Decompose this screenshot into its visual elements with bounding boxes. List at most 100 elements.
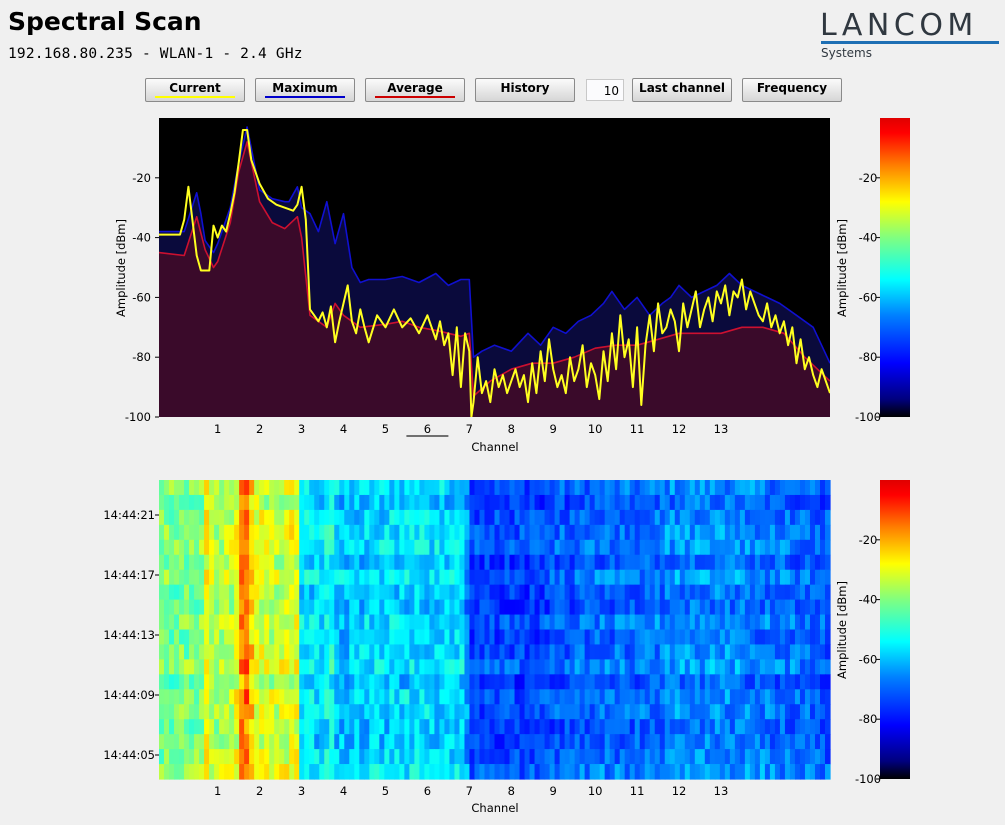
- heatmap-cell: [459, 539, 466, 556]
- heatmap-cell: [399, 629, 405, 646]
- average-underline: [375, 96, 455, 98]
- heatmap-cell: [764, 749, 771, 765]
- heatmap-cell: [209, 539, 215, 556]
- heatmap-cell: [484, 614, 491, 631]
- heatmap-cell: [614, 584, 621, 601]
- heatmap-cell: [619, 524, 626, 541]
- heatmap-cell: [554, 524, 561, 541]
- heatmap-cell: [429, 539, 436, 556]
- heatmap-cell: [574, 719, 581, 735]
- heatmap-cell: [824, 539, 831, 556]
- heatmap-cell: [554, 494, 561, 511]
- y-tick-label: -100: [125, 410, 151, 424]
- heatmap-cell: [789, 719, 796, 735]
- heatmap-cell: [669, 539, 676, 556]
- heatmap-cell: [769, 644, 776, 660]
- heatmap-cell: [214, 764, 220, 780]
- heatmap-cell: [194, 749, 200, 765]
- heatmap-cell: [289, 524, 295, 541]
- heatmap-cell: [734, 569, 741, 586]
- heatmap-cell: [814, 599, 821, 616]
- heatmap-cell: [629, 749, 636, 765]
- heatmap-cell: [479, 689, 486, 705]
- heatmap-cell: [589, 719, 596, 735]
- heatmap-cell: [169, 569, 175, 586]
- heatmap-cell: [484, 629, 491, 646]
- heatmap-cell: [299, 554, 305, 571]
- heatmap-cell: [499, 599, 506, 616]
- heatmap-cell: [564, 509, 571, 526]
- heatmap-cell: [344, 689, 350, 705]
- heatmap-cell: [654, 584, 661, 601]
- heatmap-cell: [439, 764, 446, 780]
- heatmap-cell: [719, 734, 726, 750]
- heatmap-cell: [204, 674, 210, 690]
- heatmap-cell: [314, 704, 320, 720]
- current-button[interactable]: Current: [145, 78, 245, 102]
- heatmap-cell: [414, 554, 420, 571]
- x-tick-label: 9: [550, 784, 557, 798]
- heatmap-cell: [779, 674, 786, 690]
- history-count-input[interactable]: 10: [586, 79, 624, 101]
- heatmap-cell: [509, 569, 516, 586]
- heatmap-cell: [554, 480, 561, 496]
- heatmap-cell: [764, 584, 771, 601]
- heatmap-cell: [494, 599, 501, 616]
- heatmap-cell: [524, 719, 531, 735]
- heatmap-cell: [704, 539, 711, 556]
- heatmap-cell: [594, 734, 601, 750]
- heatmap-cell: [339, 524, 345, 541]
- heatmap-cell: [494, 480, 501, 496]
- heatmap-cell: [404, 509, 410, 526]
- heatmap-cell: [659, 629, 666, 646]
- heatmap-cell: [284, 719, 290, 735]
- average-button[interactable]: Average: [365, 78, 465, 102]
- heatmap-cell: [229, 749, 235, 765]
- last-channel-button[interactable]: Last channel: [632, 78, 732, 102]
- heatmap-cell: [239, 644, 245, 660]
- heatmap-cell: [199, 749, 205, 765]
- heatmap-cell: [329, 509, 335, 526]
- history-button[interactable]: History: [475, 78, 575, 102]
- heatmap-cell: [269, 554, 275, 571]
- heatmap-cell: [189, 569, 195, 586]
- heatmap-cell: [724, 494, 731, 511]
- heatmap-cell: [449, 629, 456, 646]
- heatmap-cell: [394, 480, 400, 496]
- heatmap-cell: [709, 644, 716, 660]
- heatmap-cell: [479, 719, 486, 735]
- heatmap-cell: [644, 584, 651, 601]
- heatmap-cell: [689, 644, 696, 660]
- heatmap-cell: [304, 554, 310, 571]
- heatmap-cell: [539, 764, 546, 780]
- heatmap-cell: [309, 764, 315, 780]
- heatmap-cell: [674, 509, 681, 526]
- heatmap-cell: [574, 494, 581, 511]
- heatmap-cell: [809, 764, 816, 780]
- heatmap-cell: [744, 704, 751, 720]
- heatmap-cell: [784, 764, 791, 780]
- heatmap-cell: [444, 644, 451, 660]
- heatmap-cell: [334, 704, 340, 720]
- heatmap-cell: [604, 614, 611, 631]
- heatmap-cell: [244, 494, 250, 511]
- heatmap-cell: [309, 674, 315, 690]
- heatmap-cell: [774, 524, 781, 541]
- heatmap-cell: [179, 734, 185, 750]
- heatmap-cell: [814, 644, 821, 660]
- heatmap-cell: [169, 599, 175, 616]
- heatmap-cell: [719, 554, 726, 571]
- maximum-button[interactable]: Maximum: [255, 78, 355, 102]
- heatmap-cell: [264, 704, 270, 720]
- heatmap-cell: [654, 659, 661, 675]
- frequency-button[interactable]: Frequency: [742, 78, 842, 102]
- heatmap-cell: [244, 524, 250, 541]
- heatmap-cell: [814, 554, 821, 571]
- heatmap-cell: [329, 599, 335, 616]
- heatmap-cell: [294, 629, 300, 646]
- heatmap-cell: [794, 734, 801, 750]
- heatmap-cell: [174, 524, 180, 541]
- heatmap-cell: [614, 749, 621, 765]
- heatmap-cell: [174, 689, 180, 705]
- heatmap-cell: [694, 689, 701, 705]
